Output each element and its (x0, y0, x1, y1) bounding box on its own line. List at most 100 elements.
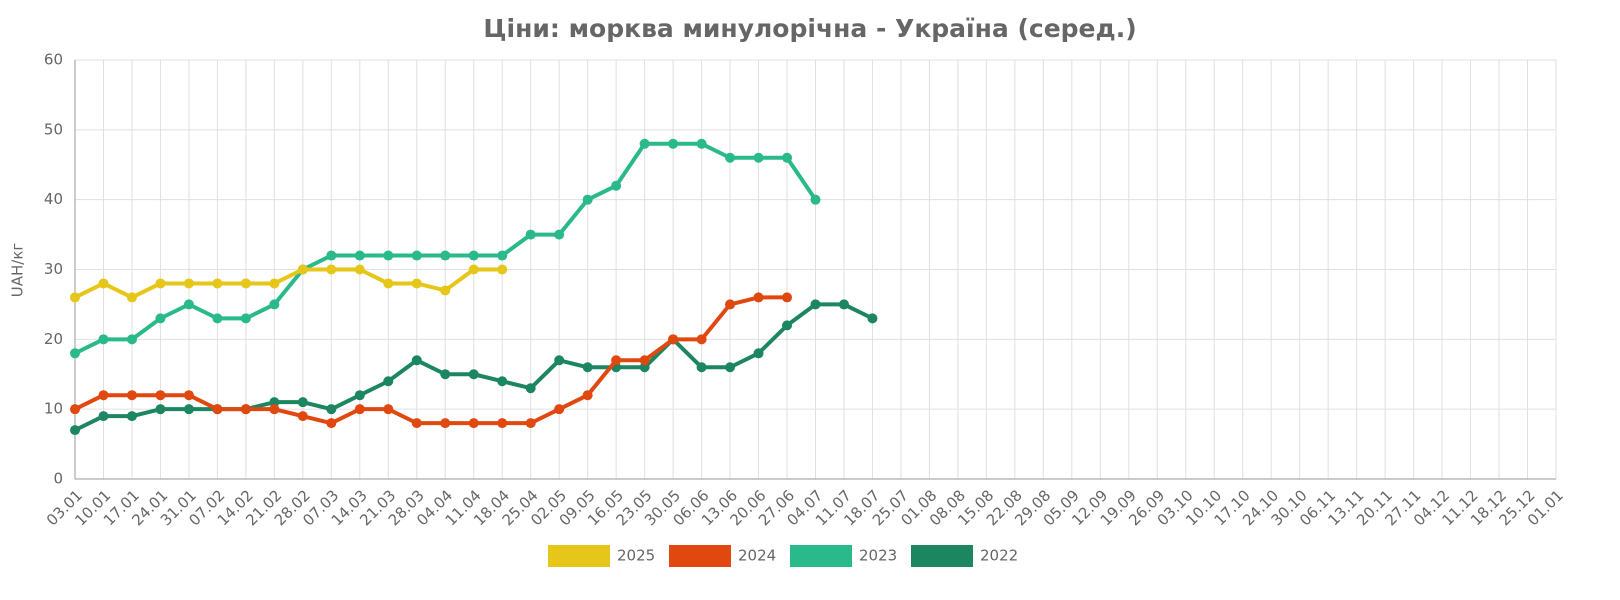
point (611, 180, 622, 191)
point (497, 376, 508, 387)
chart-title: Ціни: морква минулорічна - Україна (сере… (483, 14, 1136, 43)
point (497, 418, 508, 429)
point (440, 369, 451, 380)
point (354, 390, 365, 401)
point (98, 411, 109, 422)
point (212, 313, 223, 324)
point (354, 250, 365, 261)
point (725, 299, 736, 310)
point (297, 411, 308, 422)
point (725, 152, 736, 163)
y-tick-label: 20 (44, 330, 63, 348)
point (411, 250, 422, 261)
point (354, 404, 365, 415)
y-axis-label: UAH/кг (9, 243, 27, 298)
legend-swatch (790, 545, 852, 567)
y-tick-label: 60 (44, 51, 63, 69)
point (696, 362, 707, 373)
point (212, 278, 223, 289)
point (838, 299, 849, 310)
point (668, 138, 679, 149)
point (269, 299, 280, 310)
point (668, 334, 679, 345)
point (155, 278, 166, 289)
y-tick-label: 40 (44, 190, 63, 208)
point (212, 404, 223, 415)
point (240, 278, 251, 289)
y-tick-label: 0 (53, 470, 63, 488)
point (411, 355, 422, 366)
point (383, 250, 394, 261)
point (240, 404, 251, 415)
point (411, 418, 422, 429)
point (240, 313, 251, 324)
point (639, 138, 650, 149)
point (753, 152, 764, 163)
point (782, 320, 793, 331)
point (326, 418, 337, 429)
point (468, 264, 479, 275)
point (269, 397, 280, 408)
point (525, 418, 536, 429)
point (582, 194, 593, 205)
point (155, 390, 166, 401)
point (98, 278, 109, 289)
point (411, 278, 422, 289)
point (440, 285, 451, 296)
point (183, 404, 194, 415)
point (126, 411, 137, 422)
point (525, 383, 536, 394)
point (126, 390, 137, 401)
point (70, 292, 80, 303)
point (440, 250, 451, 261)
point (155, 313, 166, 324)
point (126, 334, 137, 345)
point (468, 418, 479, 429)
legend-label: 2025 (617, 547, 655, 565)
point (753, 292, 764, 303)
point (269, 278, 280, 289)
legend-label: 2023 (859, 547, 897, 565)
series-line (74, 295, 788, 426)
point (696, 334, 707, 345)
point (155, 404, 166, 415)
y-tick-label: 50 (44, 120, 63, 138)
series-line (74, 267, 503, 300)
point (867, 313, 878, 324)
point (126, 292, 137, 303)
point (611, 355, 622, 366)
y-tick-label: 10 (44, 400, 63, 418)
point (183, 278, 194, 289)
point (753, 348, 764, 359)
point (639, 355, 650, 366)
point (497, 264, 508, 275)
point (525, 229, 536, 240)
point (354, 264, 365, 275)
point (554, 404, 565, 415)
point (468, 369, 479, 380)
point (383, 376, 394, 387)
legend-label: 2024 (738, 547, 776, 565)
point (326, 250, 337, 261)
point (269, 404, 280, 415)
point (326, 264, 337, 275)
point (554, 355, 565, 366)
point (98, 390, 109, 401)
point (582, 362, 593, 373)
point (70, 425, 80, 436)
point (440, 418, 451, 429)
y-tick-label: 30 (44, 260, 63, 278)
point (554, 229, 565, 240)
point (297, 397, 308, 408)
point (810, 194, 821, 205)
legend-swatch (548, 545, 610, 567)
point (326, 404, 337, 415)
point (810, 299, 821, 310)
point (782, 292, 793, 303)
point (70, 348, 80, 359)
legend-swatch (911, 545, 973, 567)
point (383, 404, 394, 415)
point (582, 390, 593, 401)
legend-label: 2022 (980, 547, 1018, 565)
